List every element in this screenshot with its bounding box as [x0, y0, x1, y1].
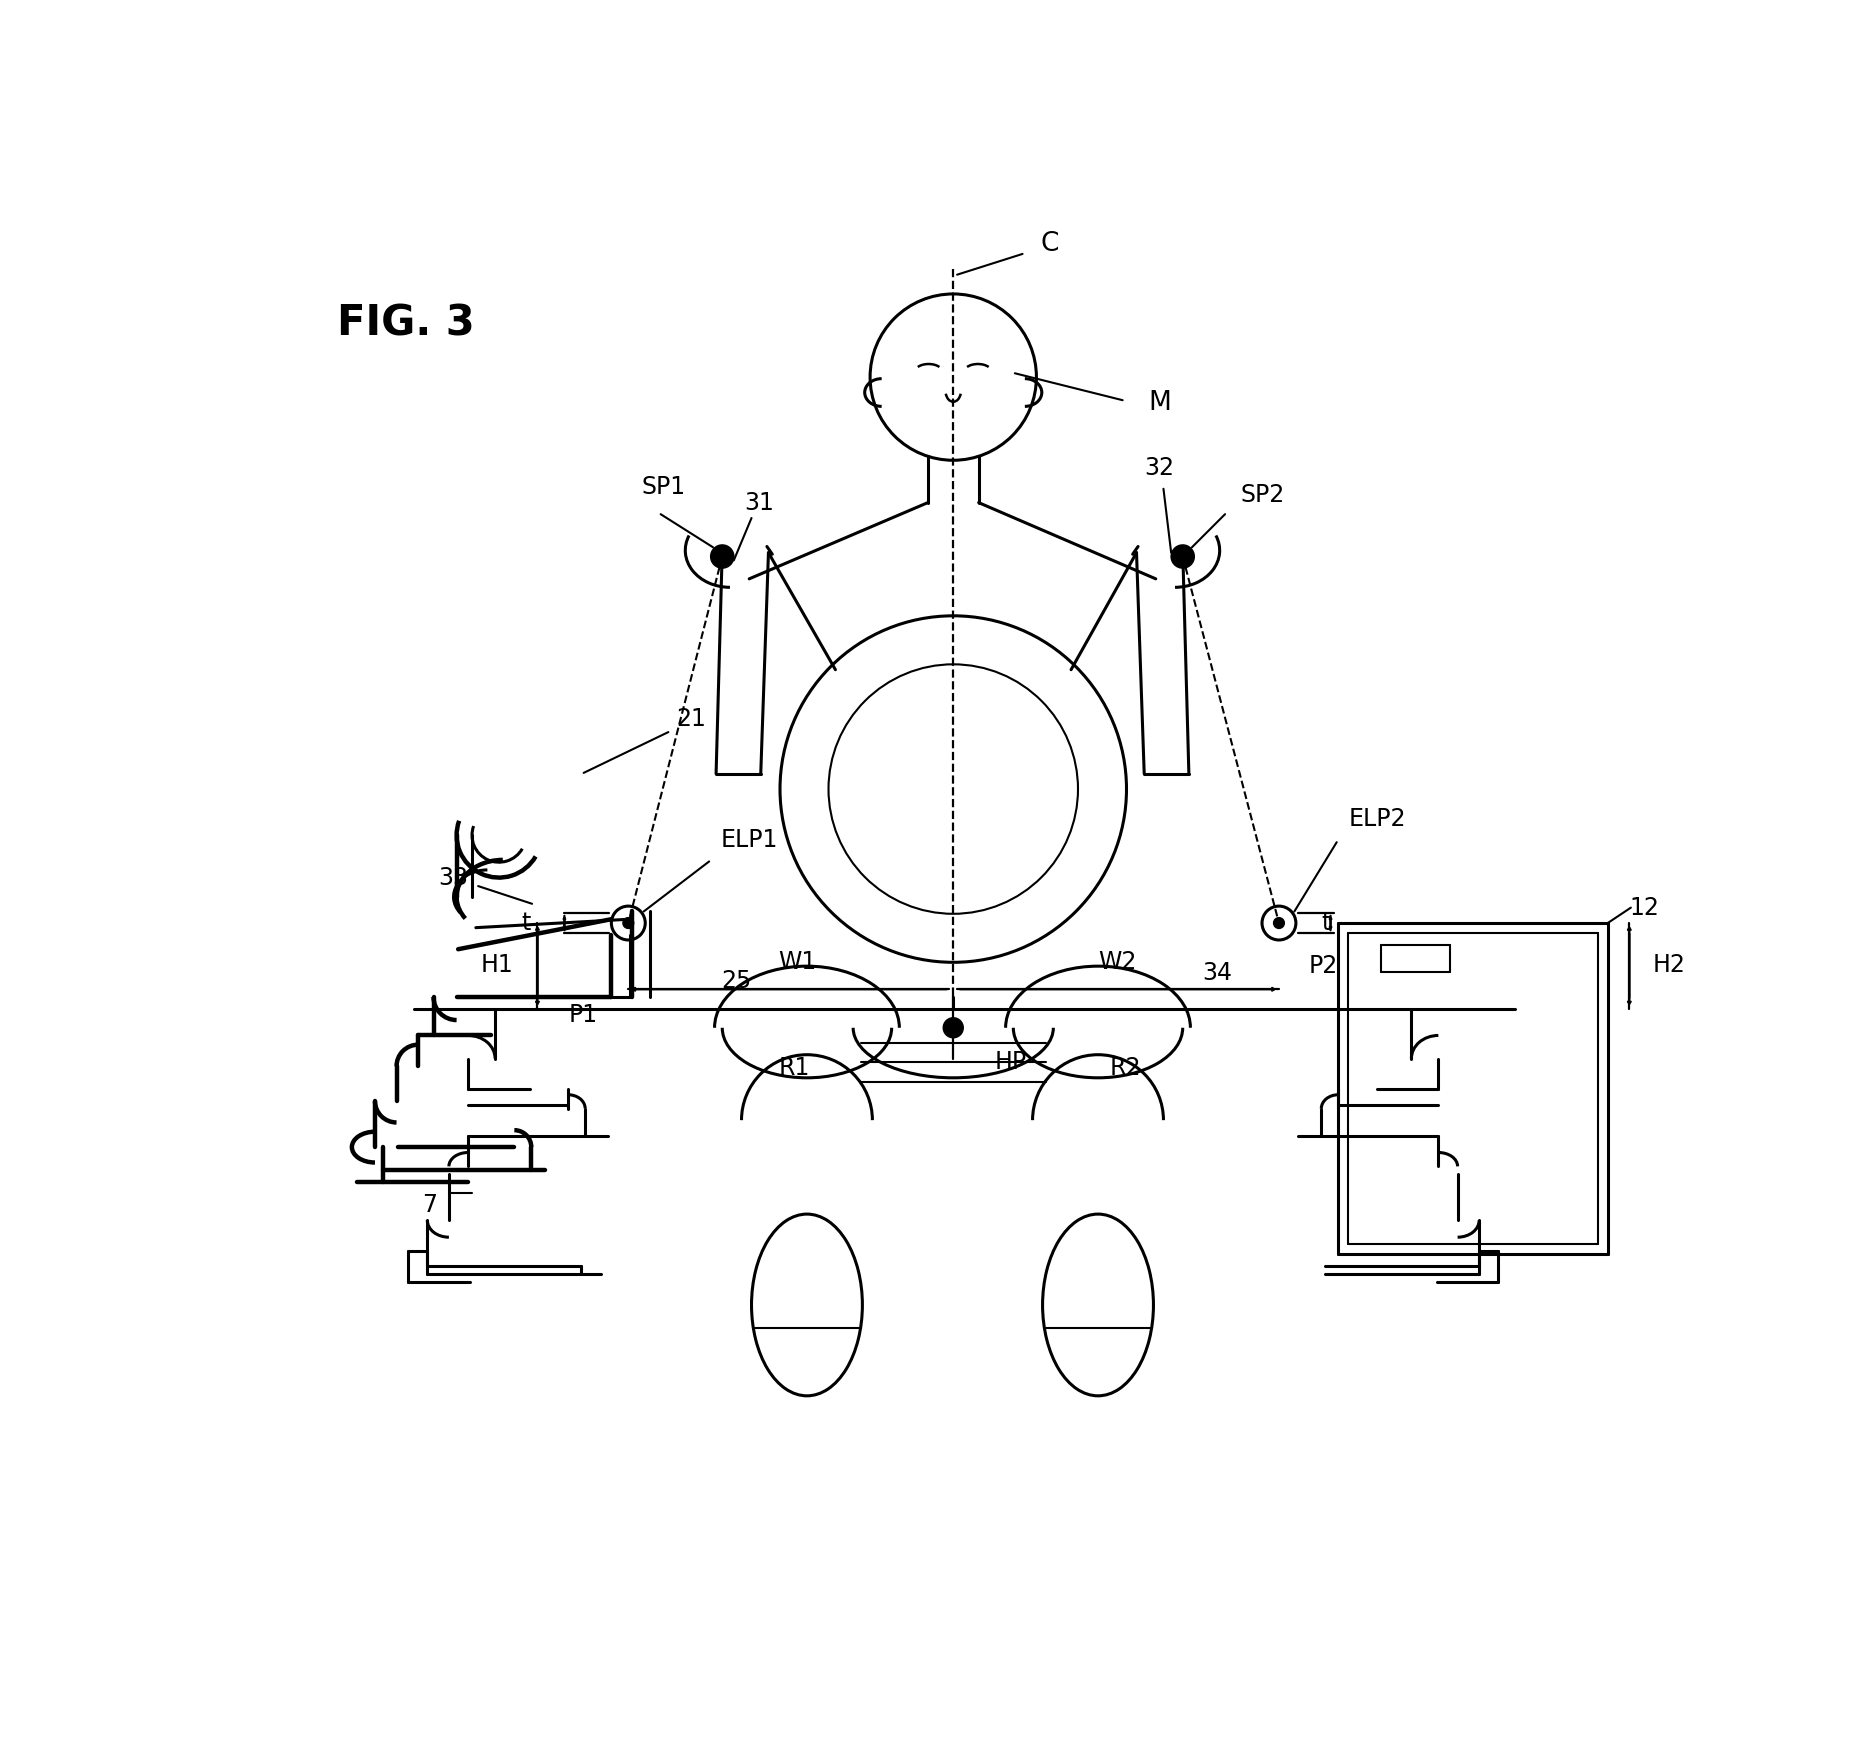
Text: H2: H2 — [1654, 954, 1685, 977]
Circle shape — [1274, 919, 1285, 929]
Circle shape — [943, 1017, 963, 1038]
Text: C: C — [1040, 231, 1058, 257]
Text: H1: H1 — [482, 954, 513, 977]
Text: W2: W2 — [1097, 950, 1136, 975]
Circle shape — [623, 919, 634, 929]
Text: R1: R1 — [777, 1056, 809, 1079]
Text: 12: 12 — [1629, 896, 1659, 920]
Circle shape — [712, 547, 733, 568]
Text: M: M — [1148, 390, 1172, 416]
Text: 34: 34 — [1202, 961, 1233, 986]
Text: P2: P2 — [1309, 954, 1337, 978]
Text: R2: R2 — [1109, 1056, 1140, 1079]
Text: 32: 32 — [1144, 457, 1176, 480]
Text: 31: 31 — [744, 490, 774, 515]
Circle shape — [1172, 547, 1194, 568]
Text: FIG. 3: FIG. 3 — [337, 301, 474, 344]
Text: ELP2: ELP2 — [1348, 807, 1406, 830]
Text: t: t — [1321, 911, 1330, 934]
Text: HP: HP — [995, 1051, 1027, 1074]
Text: 7: 7 — [422, 1194, 437, 1216]
Text: t: t — [521, 911, 530, 934]
Text: P1: P1 — [569, 1003, 599, 1028]
Text: 25: 25 — [722, 970, 751, 993]
Text: 21: 21 — [677, 707, 707, 732]
Text: SP2: SP2 — [1241, 483, 1285, 508]
Text: W1: W1 — [779, 950, 817, 975]
Text: 33: 33 — [437, 866, 467, 890]
Text: ELP1: ELP1 — [720, 829, 777, 852]
Text: SP1: SP1 — [642, 476, 686, 499]
